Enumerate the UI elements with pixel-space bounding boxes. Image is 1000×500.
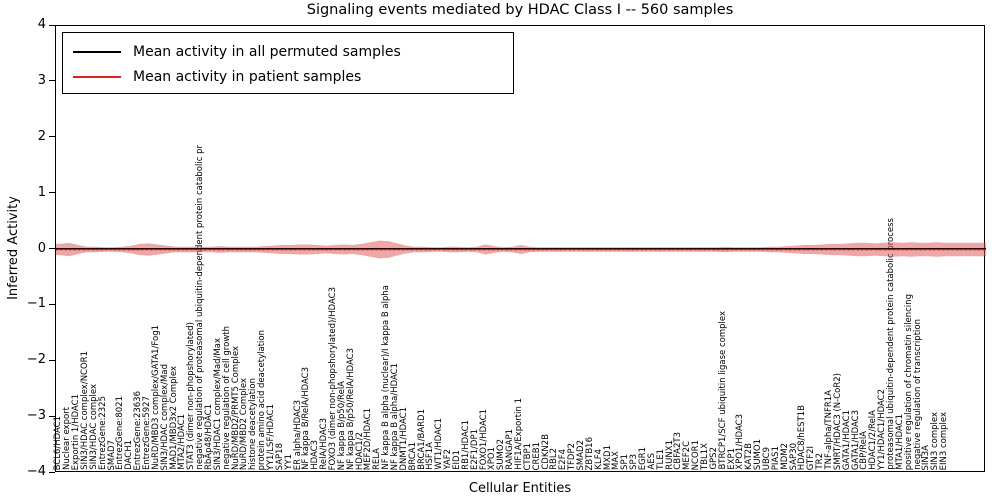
y-tick-label: 4: [37, 17, 46, 32]
y-tick-mark: [49, 248, 55, 249]
y-tick-label: 0: [37, 240, 46, 256]
y-tick-mark: [49, 24, 55, 26]
y-tick-label: −3: [26, 408, 46, 424]
y-tick-mark: [49, 136, 55, 138]
legend-line-swatch-black: [73, 50, 121, 53]
y-tick-label: 3: [37, 72, 46, 88]
legend: Mean activity in all permuted samples Me…: [62, 32, 514, 94]
y-tick-label: 2: [37, 128, 46, 144]
legend-entry-permuted: Mean activity in all permuted samples: [73, 39, 513, 64]
y-tick-label: 1: [37, 184, 46, 200]
legend-entry-patient: Mean activity in patient samples: [73, 64, 513, 89]
y-tick-mark: [49, 303, 55, 305]
y-tick-mark: [49, 415, 55, 417]
y-tick-label: −4: [26, 464, 46, 479]
y-tick-mark: [49, 471, 55, 473]
x-axis-label: Cellular Entities: [468, 481, 572, 496]
plot-area: [55, 25, 986, 472]
legend-label: Mean activity in patient samples: [133, 68, 362, 85]
y-tick-mark: [49, 192, 55, 194]
y-tick-mark: [49, 80, 55, 82]
y-tick-label: −1: [26, 296, 46, 312]
legend-label: Mean activity in all permuted samples: [133, 43, 401, 60]
chart-title: Signaling events mediated by HDAC Class …: [306, 2, 734, 18]
legend-line-swatch-red: [73, 75, 121, 78]
y-tick-mark: [49, 359, 55, 361]
y-tick-label: −2: [26, 352, 46, 368]
